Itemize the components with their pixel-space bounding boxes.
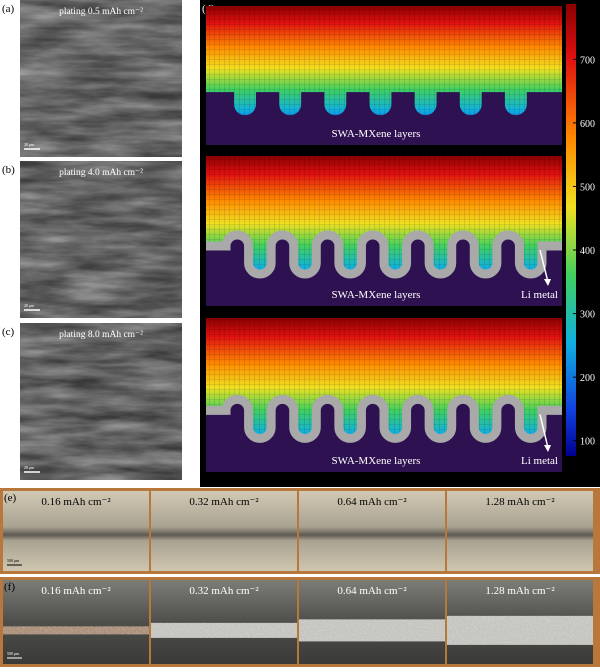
optical-caption: 0.64 mAh cm⁻² [337,585,407,597]
optical-caption: 0.16 mAh cm⁻² [41,496,111,508]
optical-image [299,491,445,571]
li-metal-label: Li metal [521,455,558,467]
optical-image [447,491,593,571]
arrow-head [544,445,551,452]
colorbar-tick-label: 400 [580,246,595,257]
optical-caption: 0.32 mAh cm⁻² [189,585,259,597]
li-metal-label: Li metal [521,289,558,301]
optical-caption: 1.28 mAh cm⁻² [485,496,555,508]
deposit-texture [447,615,593,645]
panel-label: (c) [2,326,15,338]
colorbar-tick-label: 600 [580,119,595,130]
layer-label: SWA-MXene layers [332,289,421,301]
sem-caption: plating 4.0 mAh cm⁻² [59,168,143,178]
arrow [539,249,549,283]
scale-bar-label: 500 μm [7,651,20,656]
colorbar-tick-label: 300 [580,310,595,321]
deposit-texture [299,619,445,642]
optical-caption: 0.16 mAh cm⁻² [41,585,111,597]
optical-image [151,491,297,571]
panel-label: (f) [4,581,15,593]
colorbar [566,4,576,456]
layer-label: SWA-MXene layers [332,128,421,140]
sem-caption: plating 0.5 mAh cm⁻² [59,7,143,17]
arrow-head [544,279,551,286]
scale-bar-label: 20 μm [24,142,35,147]
panel-label: (b) [2,164,15,176]
scale-bar-label: 20 μm [24,303,35,308]
sem-caption: plating 8.0 mAh cm⁻² [59,330,143,340]
optical-image [3,580,149,664]
sem-texture [20,323,182,480]
scale-bar-label: 500 μm [7,558,20,563]
deposit-texture [3,626,149,635]
optical-caption: 1.28 mAh cm⁻² [485,585,555,597]
substrate [206,92,562,145]
scale-bar-label: 20 μm [24,465,35,470]
sem-texture [20,0,182,157]
panel-label: (e) [4,492,17,504]
swa-mxene-layer [206,230,562,279]
optical-caption: 0.64 mAh cm⁻² [337,496,407,508]
colorbar-tick-label: 200 [580,373,595,384]
arrow [539,414,549,449]
optical-image [3,491,149,571]
layer-label: SWA-MXene layers [332,455,421,467]
colorbar-tick-label: 500 [580,182,595,193]
optical-caption: 0.32 mAh cm⁻² [189,496,259,508]
colorbar-tick-label: 100 [580,437,595,448]
optical-image [151,580,297,664]
deposit-texture [151,622,297,638]
panel-label: (a) [2,3,15,15]
colorbar-tick-label: 700 [580,55,595,66]
swa-mxene-layer [206,394,562,443]
sem-texture [20,161,182,318]
